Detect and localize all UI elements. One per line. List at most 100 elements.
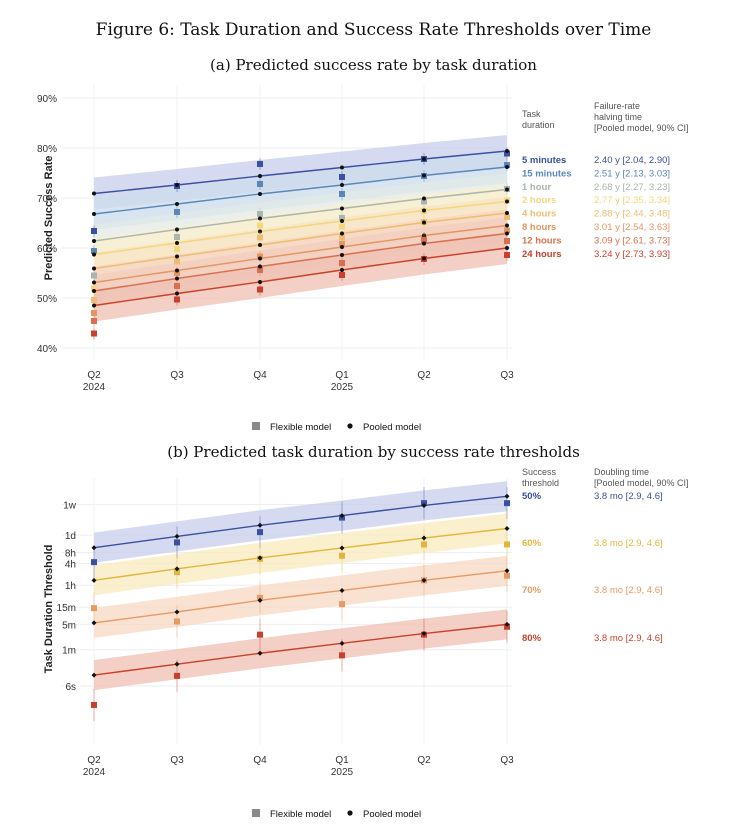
pooled-point [258, 174, 262, 178]
pooled-point [504, 568, 510, 574]
x-tick-label: Q2 [87, 755, 101, 766]
y-tick-label: 90% [37, 94, 57, 105]
pooled-point [175, 254, 179, 259]
pooled-point [505, 223, 509, 228]
pooled-point [92, 280, 96, 285]
y-tick-label: 5m [62, 620, 76, 631]
x-tick-label: Q3 [500, 755, 514, 766]
pooled-point [422, 256, 426, 261]
flexible-marker [504, 150, 510, 157]
flexible-marker [339, 215, 345, 221]
x-tick-label: Q2 [87, 370, 101, 381]
flexible-marker [421, 541, 427, 548]
flexible-marker [257, 161, 263, 167]
pooled-point [421, 631, 427, 637]
legend-header: threshold [522, 478, 559, 488]
series-annotation: 3.24 y [2.73, 3.93] [594, 249, 670, 260]
pooled-point [339, 587, 345, 593]
flexible-marker [91, 285, 97, 292]
series-line [93, 200, 508, 256]
series-annotation: 2.40 y [2.04, 2.90] [594, 155, 670, 166]
pooled-point [340, 206, 344, 211]
pooled-point [92, 266, 96, 271]
x-tick-year: 2025 [331, 767, 354, 778]
x-tick-label: Q3 [170, 370, 184, 381]
pooled-point [174, 533, 180, 539]
pooled-point [504, 493, 510, 499]
pooled-point [340, 253, 344, 257]
pooled-point [258, 280, 262, 284]
series-line [93, 212, 508, 270]
pooled-point [92, 212, 96, 216]
series-line [93, 247, 508, 307]
y-axis-label: Task Duration Threshold [43, 545, 55, 674]
flexible-marker [339, 191, 345, 197]
y-tick-label: 1m [62, 646, 76, 657]
ci-band [94, 151, 507, 230]
pooled-point [421, 577, 427, 583]
pooled-point [422, 220, 426, 225]
legend-header: Task [522, 109, 541, 119]
pooled-point [340, 219, 344, 223]
series-label: 8 hours [522, 222, 556, 233]
y-tick-label: 70% [37, 194, 57, 205]
pooled-point [339, 640, 345, 646]
series-annotation: 2.68 y [2.27, 3.23] [594, 182, 670, 193]
legend-header: [Pooled model, 90% CI] [594, 123, 689, 133]
flexible-marker [504, 541, 510, 548]
flexible-marker [257, 267, 263, 273]
legends: Flexible model Pooled model Flexible model… [252, 422, 421, 820]
pooled-point [174, 609, 180, 615]
pooled-point [174, 566, 180, 572]
pooled-point [175, 202, 179, 206]
pooled-point [340, 183, 344, 187]
pooled-point [258, 216, 262, 221]
x-tick-label: Q4 [253, 755, 267, 766]
series-annotation: 3.8 mo [2.9, 4.6] [594, 633, 663, 644]
pooled-point [505, 149, 509, 153]
pooled-point [504, 621, 510, 627]
flexible-marker [257, 529, 263, 536]
pooled-point [92, 303, 96, 308]
series-label: 4 hours [522, 209, 556, 220]
flexible-marker [91, 559, 97, 566]
series-label: 24 hours [522, 249, 562, 260]
flexible-marker [174, 283, 180, 289]
series-label: 60% [522, 538, 542, 549]
pooled-point [175, 276, 179, 281]
legend-flexible-label: Flexible model [270, 809, 331, 820]
x-tick-label: Q3 [500, 370, 514, 381]
pooled-point [257, 555, 263, 561]
y-tick-label: 1h [65, 581, 76, 592]
pooled-point [422, 196, 426, 201]
pooled-point [505, 199, 509, 204]
pooled-point [340, 268, 344, 272]
pooled-point [340, 165, 344, 170]
x-tick-label: Q1 [335, 370, 349, 381]
flexible-marker [504, 238, 510, 244]
flexible-marker [339, 552, 345, 559]
pooled-point [505, 231, 509, 236]
y-tick-label: 8h [65, 548, 76, 559]
ci-band [94, 481, 507, 563]
pooled-point [421, 535, 427, 541]
ci-band [94, 513, 507, 596]
series-line [93, 570, 508, 624]
pooled-point [175, 268, 179, 273]
series-annotation: 2.51 y [2.13, 3.03] [594, 168, 670, 179]
pooled-point [175, 183, 179, 187]
pooled-point [257, 597, 263, 603]
flexible-marker [174, 296, 180, 303]
y-axis-label: Predicted Success Rate [43, 156, 55, 281]
series-label: 2 hours [522, 195, 556, 206]
flexible-marker [339, 174, 345, 180]
legend-pooled-swatch [347, 423, 353, 429]
flexible-marker [339, 234, 345, 241]
flexible-marker [91, 272, 97, 279]
y-tick-label: 4h [65, 559, 76, 570]
series-line [93, 188, 508, 242]
pooled-point [91, 672, 97, 678]
